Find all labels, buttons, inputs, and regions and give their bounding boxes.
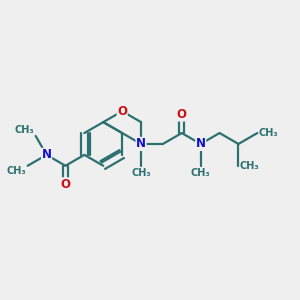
Text: CH₃: CH₃ bbox=[259, 128, 278, 138]
Text: CH₃: CH₃ bbox=[240, 161, 259, 171]
Text: N: N bbox=[196, 137, 206, 150]
Text: CH₃: CH₃ bbox=[191, 168, 211, 178]
Text: CH₃: CH₃ bbox=[7, 167, 26, 176]
Text: CH₃: CH₃ bbox=[15, 125, 34, 135]
Text: N: N bbox=[136, 137, 146, 150]
Text: O: O bbox=[117, 105, 127, 118]
Text: O: O bbox=[177, 108, 187, 121]
Text: CH₃: CH₃ bbox=[131, 168, 151, 178]
Text: N: N bbox=[42, 148, 52, 161]
Text: O: O bbox=[61, 178, 70, 191]
